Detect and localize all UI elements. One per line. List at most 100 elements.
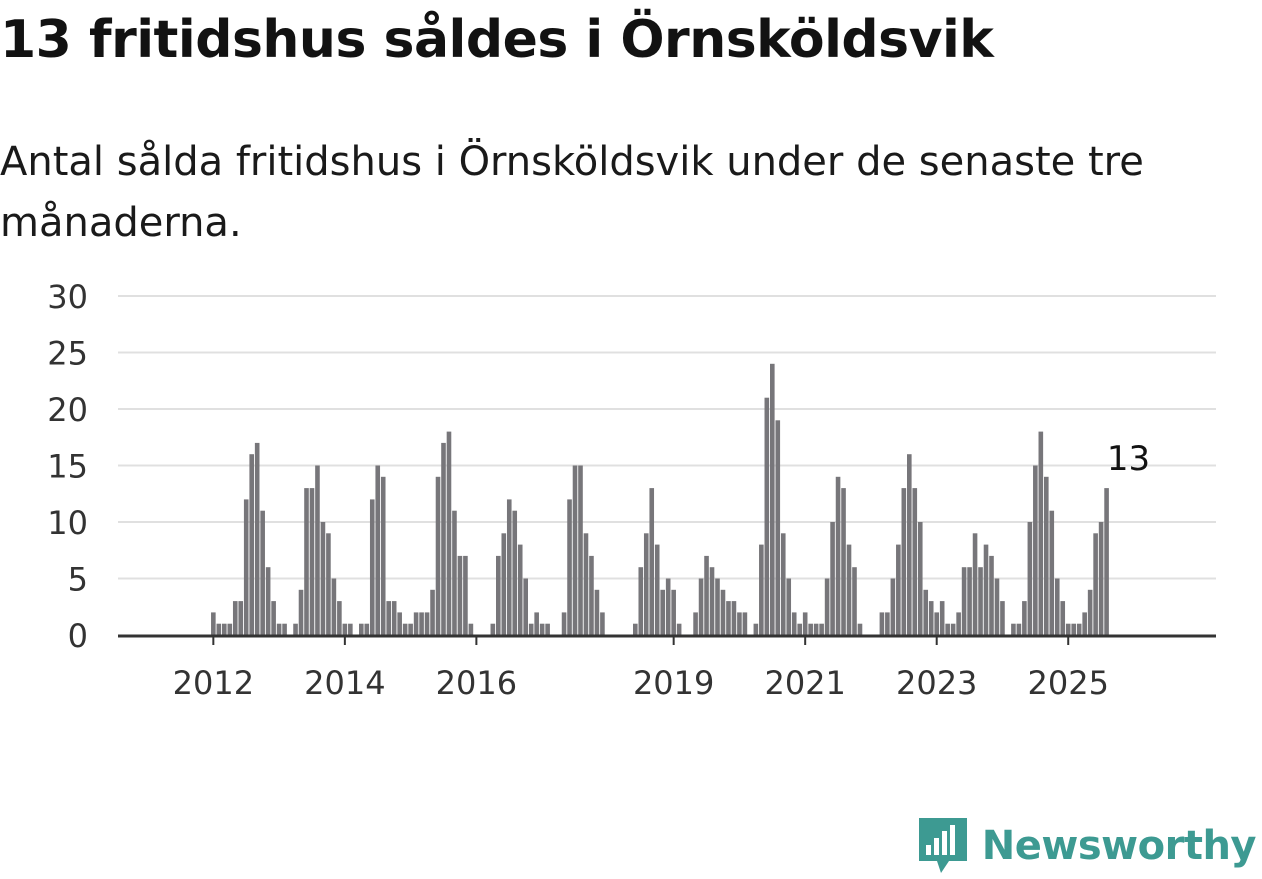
bar	[852, 567, 857, 635]
bar	[633, 623, 638, 635]
y-tick-label: 0	[68, 617, 88, 655]
bar	[1093, 533, 1098, 635]
bar	[939, 601, 945, 635]
bar	[1038, 431, 1044, 635]
bar	[1076, 623, 1082, 635]
bar	[802, 612, 808, 635]
bar	[298, 589, 304, 635]
bar	[435, 476, 441, 635]
chart-subtitle: Antal sålda fritidshus i Örnsköldsvik un…	[0, 139, 1144, 246]
bar	[912, 488, 918, 635]
bar	[222, 623, 227, 635]
bar	[424, 612, 430, 635]
bar	[380, 476, 386, 635]
bars	[211, 363, 1109, 635]
bar	[786, 578, 792, 635]
bar	[309, 488, 315, 635]
bar	[775, 420, 781, 635]
bar	[1022, 601, 1027, 635]
bar	[271, 601, 276, 635]
bar	[528, 623, 534, 635]
x-tick-labels: 2012 2014 2016 2019 2021 2023 2025	[173, 637, 1109, 702]
y-tick-label: 20	[47, 391, 88, 429]
bar	[885, 612, 890, 635]
bar	[238, 601, 244, 635]
bar	[742, 612, 748, 635]
bar	[846, 544, 852, 635]
bar	[841, 488, 846, 635]
bar	[457, 555, 463, 635]
bar	[243, 499, 249, 635]
bar	[304, 488, 309, 635]
bar	[402, 623, 408, 635]
bar	[824, 578, 830, 635]
bar	[1027, 522, 1033, 635]
bar	[232, 601, 238, 635]
bar	[857, 623, 863, 635]
bar	[545, 623, 550, 635]
bar	[315, 465, 320, 635]
bar	[907, 454, 912, 635]
bar	[342, 623, 348, 635]
x-tick-label: 2016	[436, 664, 517, 702]
bar	[917, 522, 923, 635]
bar	[496, 555, 501, 635]
bar	[989, 555, 994, 635]
bar	[534, 612, 539, 635]
bar	[759, 544, 764, 635]
bar	[923, 589, 929, 635]
bar	[490, 623, 496, 635]
y-tick-labels: 0 5 10 15 20 25 30	[47, 278, 88, 655]
bar	[375, 465, 381, 635]
bar	[517, 544, 523, 635]
bar	[731, 601, 737, 635]
bar	[676, 623, 682, 635]
bar	[660, 589, 665, 635]
bar	[265, 567, 271, 635]
bar	[726, 601, 731, 635]
bar	[337, 601, 342, 635]
x-tick-label: 2019	[633, 664, 714, 702]
x-tick-label: 2014	[304, 664, 385, 702]
bar	[446, 431, 452, 635]
bar	[1104, 488, 1109, 635]
bar	[994, 578, 1000, 635]
bar	[254, 442, 260, 635]
bar	[737, 612, 742, 635]
bar	[506, 499, 512, 635]
bar	[211, 612, 216, 635]
bar	[819, 623, 824, 635]
bar	[578, 465, 583, 635]
bar	[359, 623, 364, 635]
bar	[386, 601, 391, 635]
bar	[364, 623, 370, 635]
bar	[589, 555, 594, 635]
bar	[791, 612, 797, 635]
newsworthy-logo: Newsworthy	[916, 817, 1257, 875]
bar	[276, 623, 282, 635]
bar	[813, 623, 819, 635]
bar	[1049, 510, 1055, 635]
bar	[512, 510, 518, 635]
bar	[331, 578, 337, 635]
y-tick-label: 25	[47, 335, 88, 373]
bar	[468, 623, 474, 635]
bar	[934, 612, 939, 635]
bar	[808, 623, 813, 635]
bar	[967, 567, 972, 635]
bar	[671, 589, 676, 635]
bar	[1044, 476, 1049, 635]
bar	[770, 363, 775, 635]
bar	[397, 612, 402, 635]
bar	[901, 488, 907, 635]
highlight-value-label: 13	[1107, 439, 1150, 479]
annotations: 13	[1107, 439, 1150, 479]
bar	[879, 612, 885, 635]
bar	[430, 589, 435, 635]
bar	[227, 623, 233, 635]
bar	[720, 589, 726, 635]
bar	[293, 623, 298, 635]
bar	[753, 623, 759, 635]
bar	[896, 544, 901, 635]
bar	[797, 623, 802, 635]
